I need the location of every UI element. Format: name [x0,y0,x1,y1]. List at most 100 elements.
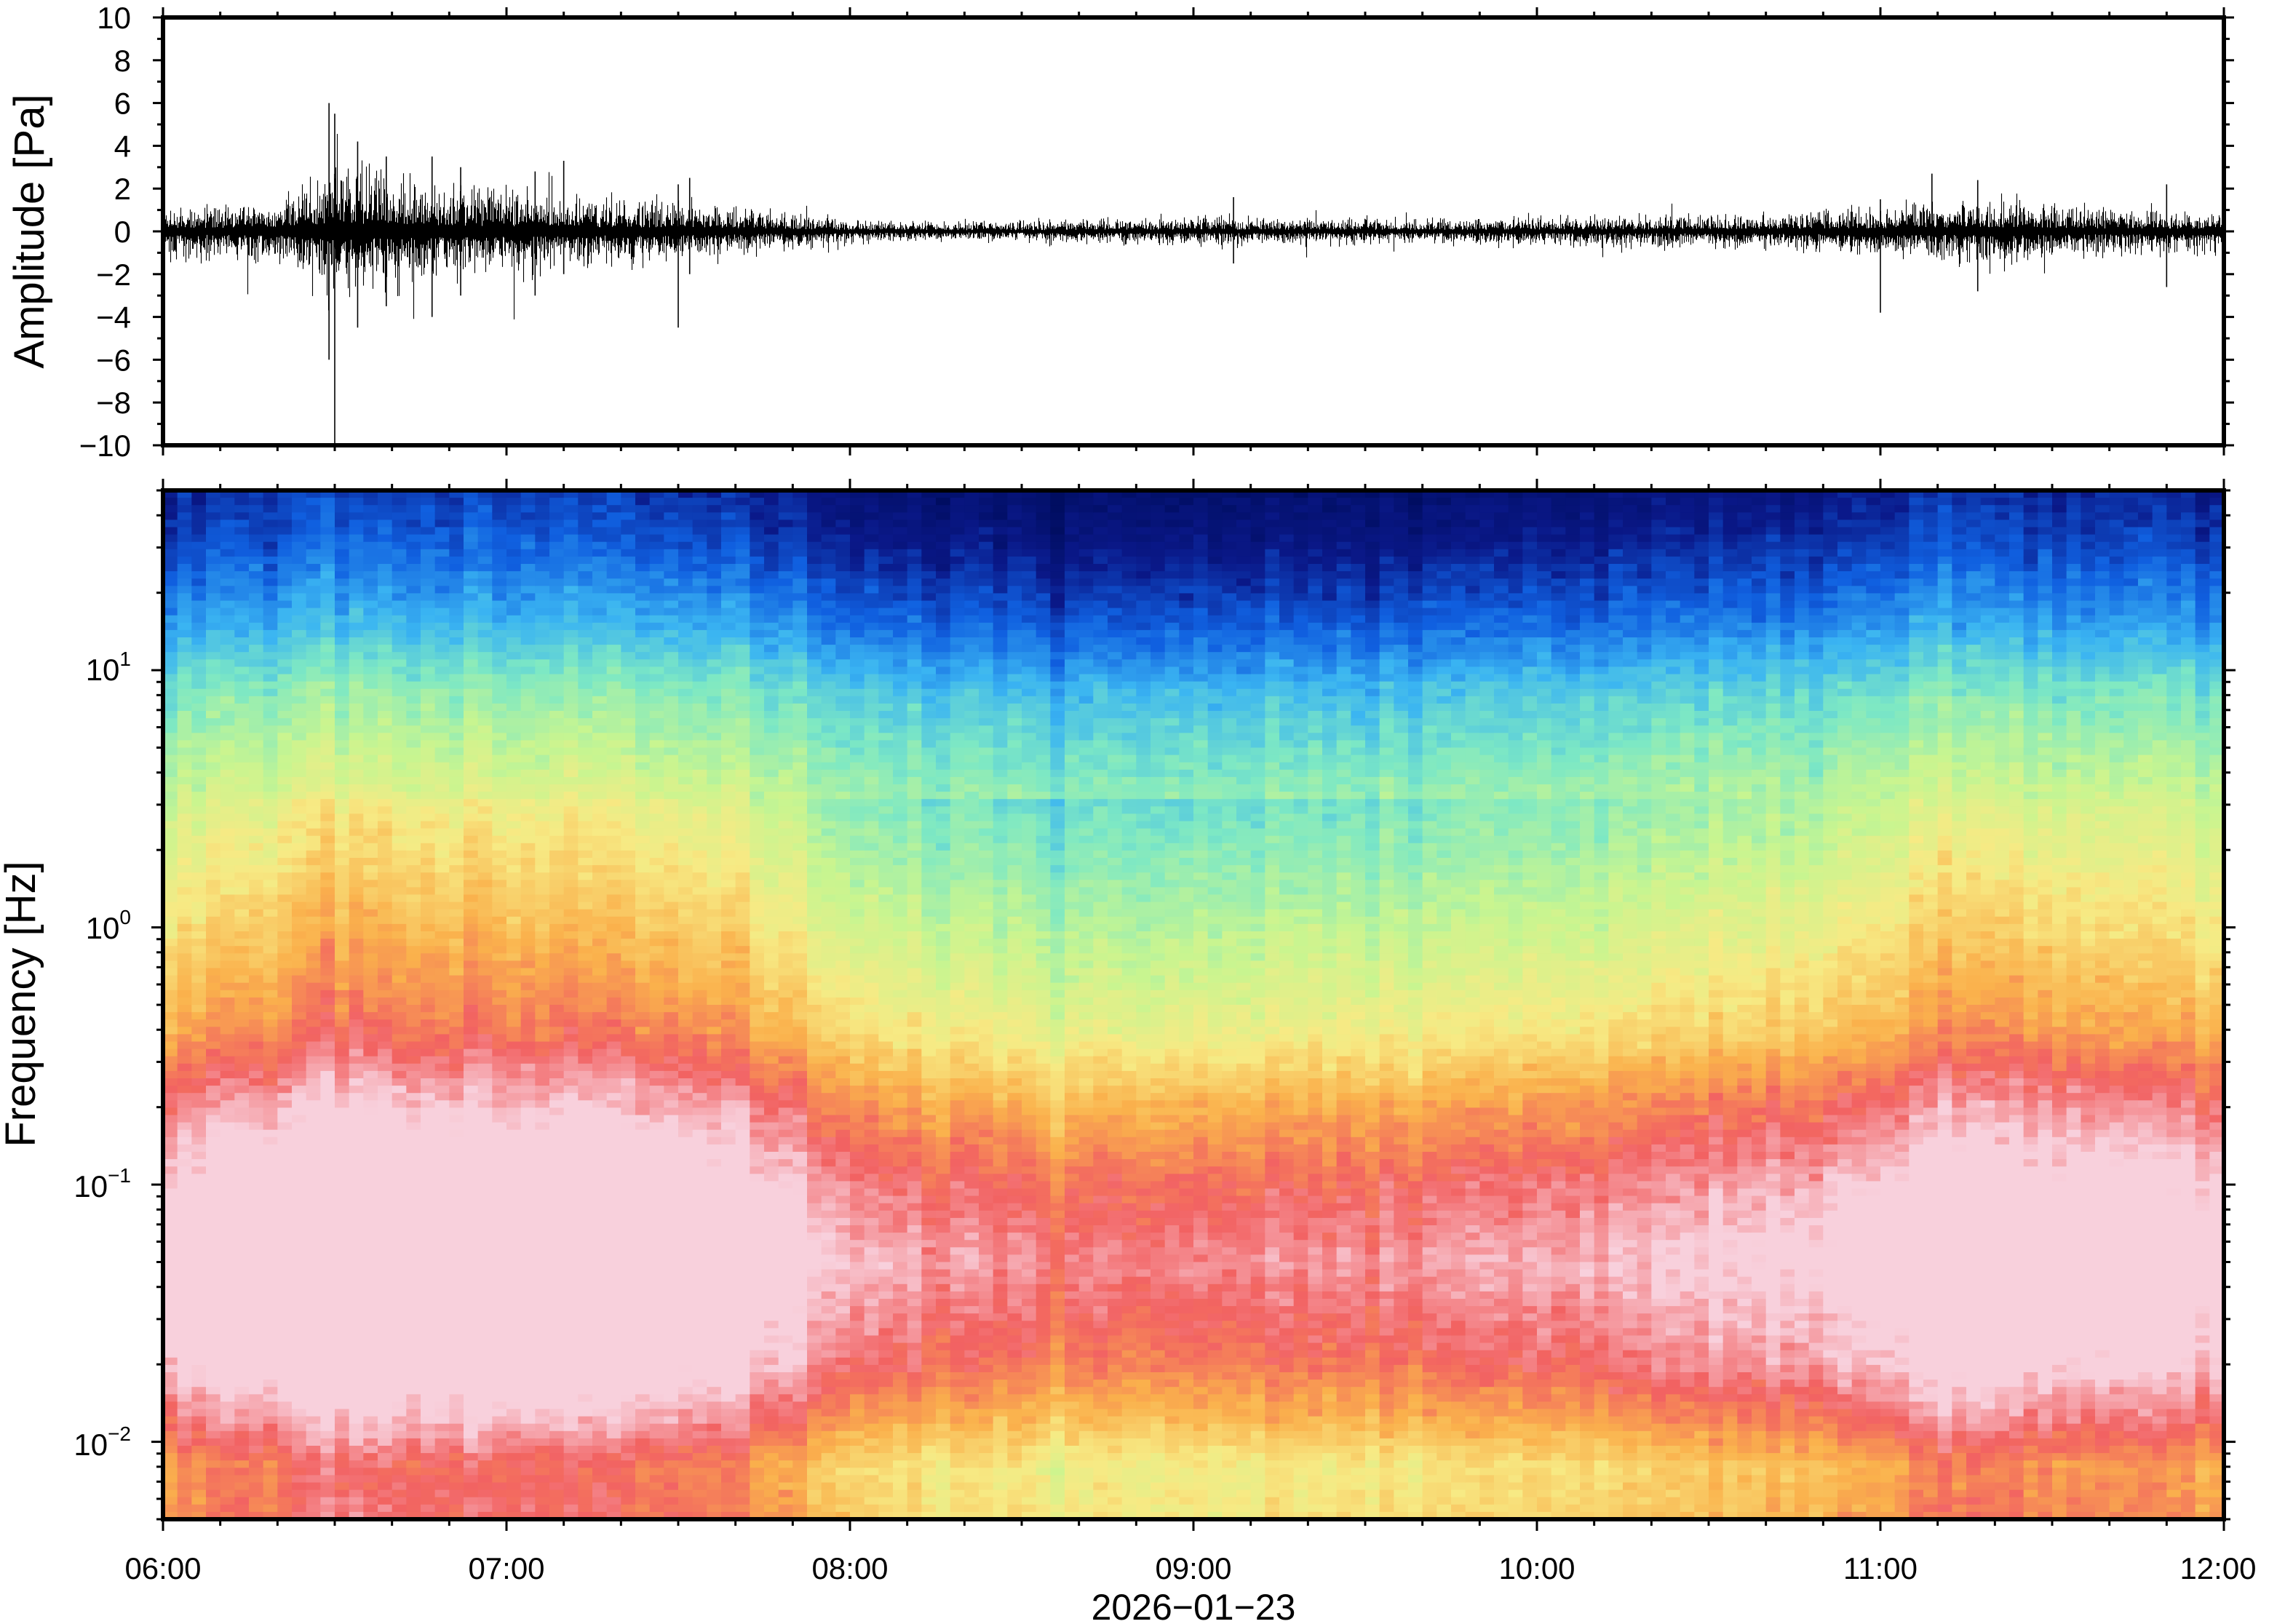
spectrogram-cell [220,571,235,579]
spectrogram-cell [320,1291,335,1299]
spectrogram-cell [335,666,350,675]
spectrogram-cell [263,1152,278,1160]
spectrogram-cell [163,1122,178,1131]
spectrogram-cell [249,1394,264,1402]
spectrogram-cell [249,1129,264,1138]
spectrogram-cell [234,725,250,733]
spectrogram-cell [234,718,250,726]
spectrogram-cell [320,1019,335,1027]
spectrogram-cell [249,1012,264,1020]
spectrogram-cell [163,1217,178,1226]
spectrogram-cell [177,1217,192,1226]
spectrogram-cell [234,1174,250,1182]
spectrogram-cell [177,688,192,697]
spectrogram-cell [234,1321,250,1329]
spectrogram-cell [320,1144,335,1153]
spectrogram-cell [363,747,378,756]
spectrogram-cell [320,1321,335,1329]
spectrogram-cell [206,939,221,947]
spectrogram-cell [177,1482,192,1491]
spectrogram-cell [234,1056,250,1064]
spectrogram-cell [320,755,335,763]
spectrogram-cell [163,622,178,631]
spectrogram-cell [206,1475,221,1484]
spectrogram-cell [320,946,335,954]
spectrogram-cell [220,703,235,712]
spectrogram-cell [191,1144,207,1153]
spectrogram-cell [249,1093,264,1101]
spectrogram-cell [249,1019,264,1027]
spectrogram-cell [191,578,207,586]
spectrogram-cell [292,1482,307,1491]
spectrogram-cell [320,1233,335,1241]
spectrogram-cell [349,916,364,925]
spectrogram-cell [363,637,378,645]
spectrogram-cell [234,674,250,682]
spectrogram-cell [220,1115,235,1123]
amplitude-tick-label: 0 [114,215,131,249]
spectrogram-cell [320,1195,335,1204]
spectrogram-cell [349,688,364,697]
spectrogram-cell [163,659,178,667]
spectrogram-cell [335,755,350,763]
spectrogram-cell [206,629,221,638]
spectrogram-cell [163,541,178,550]
spectrogram-cell [249,541,264,550]
spectrogram-cell [306,725,321,733]
spectrogram-cell [292,733,307,741]
spectrogram-cell [191,894,207,903]
spectrogram-cell [220,652,235,660]
spectrogram-cell [335,1299,350,1307]
spectrogram-cell [220,997,235,1006]
spectrogram-cell [220,784,235,792]
spectrogram-cell [263,1269,278,1278]
spectrogram-cell [191,1100,207,1108]
spectrogram-cell [220,1321,235,1329]
spectrogram-cell [306,541,321,550]
spectrogram-cell [177,1159,192,1167]
spectrogram-cell [349,1364,364,1373]
spectrogram-cell [277,887,293,896]
spectrogram-cell [320,931,335,939]
spectrogram-cell [349,1056,364,1064]
spectrogram-cell [335,1357,350,1366]
spectrogram-cell [292,799,307,807]
spectrogram-cell [349,578,364,586]
spectrogram-cell [292,982,307,991]
spectrogram-cell [206,1482,221,1491]
spectrogram-cell [163,600,178,609]
spectrogram-cell [249,872,264,880]
spectrogram-cell [177,622,192,631]
spectrogram-cell [163,850,178,859]
spectrogram-cell [177,1313,192,1321]
spectrogram-cell [320,916,335,925]
spectrogram-cell [277,718,293,726]
spectrogram-cell [191,968,207,976]
spectrogram-cell [335,490,350,498]
spectrogram-cell [177,571,192,579]
spectrogram-cell [292,880,307,888]
spectrogram-cell [292,1107,307,1116]
spectrogram-cell [277,850,293,859]
spectrogram-cell [163,997,178,1006]
spectrogram-cell [306,593,321,602]
spectrogram-cell [349,858,364,866]
spectrogram-cell [349,600,364,609]
spectrogram-cell [206,901,221,910]
spectrogram-cell [206,1489,221,1498]
spectrogram-cell [177,1283,192,1292]
spectrogram-cell [191,1041,207,1050]
spectrogram-cell [277,997,293,1006]
spectrogram-cell [263,681,278,690]
spectrogram-cell [249,1335,264,1344]
spectrogram-cell [249,946,264,954]
spectrogram-cell [335,1328,350,1337]
spectrogram-cell [220,858,235,866]
spectrogram-cell [292,1027,307,1035]
spectrogram-cell [263,578,278,586]
spectrogram-cell [277,490,293,498]
spectrogram-cell [292,681,307,690]
spectrogram-cell [320,1129,335,1138]
spectrogram-cell [277,1181,293,1190]
spectrogram-cell [249,923,264,932]
